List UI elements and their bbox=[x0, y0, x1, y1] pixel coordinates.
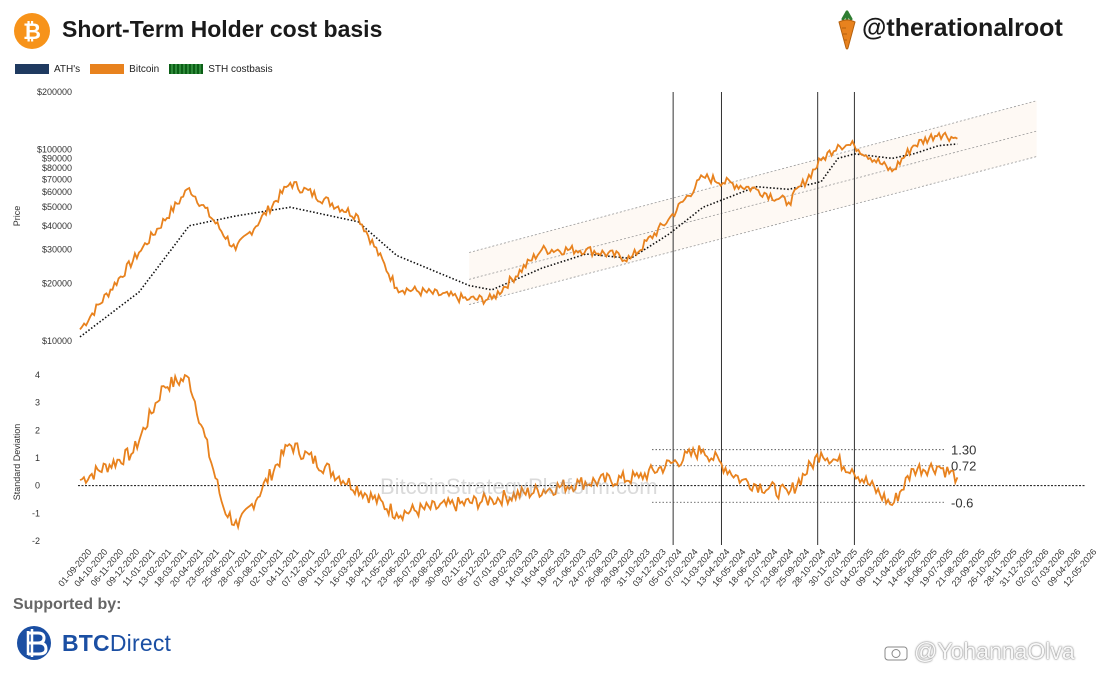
stddev-tick-label: -1 bbox=[32, 508, 40, 518]
stddev-tick-label: 0 bbox=[35, 481, 40, 491]
header: ₿ Short-Term Holder cost basis @theratio… bbox=[0, 0, 1100, 60]
stddev-line bbox=[79, 372, 959, 531]
stddev-tick-label: -2 bbox=[32, 536, 40, 546]
price-tick-label: $80000 bbox=[42, 163, 72, 173]
channel-line-upper bbox=[469, 100, 1037, 253]
credit-label: @YohannaOlva bbox=[914, 638, 1075, 664]
author-handle: @therationalroot bbox=[862, 14, 1063, 42]
stddev-tick-label: 4 bbox=[35, 370, 40, 380]
stddev-axis-label: Standard Deviation bbox=[12, 424, 22, 501]
credit: @YohannaOlva bbox=[884, 638, 1075, 665]
watermark: BitcoinStrategyPlatform.com bbox=[380, 474, 658, 499]
svg-text:₿: ₿ bbox=[23, 20, 41, 45]
legend-item-sth: STH costbasis bbox=[169, 63, 273, 75]
price-tick-label: $60000 bbox=[42, 187, 72, 197]
legend: ATH's Bitcoin STH costbasis bbox=[15, 62, 283, 76]
stddev-tick-label: 3 bbox=[35, 398, 40, 408]
channel-line-lower bbox=[469, 156, 1037, 305]
price-tick-label: $100000 bbox=[37, 145, 72, 155]
legend-label-sth: STH costbasis bbox=[208, 63, 273, 75]
stddev-tick-label: 1 bbox=[35, 453, 40, 463]
legend-swatch-sth bbox=[169, 64, 204, 74]
legend-swatch-bitcoin bbox=[90, 64, 125, 74]
channel-band bbox=[469, 100, 1037, 305]
price-tick-label: $10000 bbox=[42, 336, 72, 346]
reference-line-label: 0.72 bbox=[951, 459, 976, 474]
price-tick-label: $30000 bbox=[42, 245, 72, 255]
sponsor-name: BTCDirect bbox=[62, 629, 172, 656]
price-tick-label: $20000 bbox=[42, 278, 72, 288]
reference-line-label: -0.6 bbox=[951, 495, 973, 510]
legend-label-ath: ATH's bbox=[54, 63, 81, 75]
carrot-icon bbox=[834, 10, 860, 50]
reference-line-label: 1.30 bbox=[951, 443, 976, 458]
sth-costbasis-line bbox=[79, 143, 958, 338]
channel-line-middle bbox=[469, 130, 1037, 280]
legend-label-bitcoin: Bitcoin bbox=[129, 63, 160, 75]
stddev-tick-label: 2 bbox=[35, 425, 40, 435]
price-tick-label: $90000 bbox=[42, 153, 72, 163]
price-axis-label: Price bbox=[12, 206, 22, 227]
camera-icon bbox=[884, 646, 908, 660]
bitcoin-price-line bbox=[79, 131, 958, 330]
price-tick-label: $50000 bbox=[42, 202, 72, 212]
legend-swatch-ath bbox=[15, 64, 49, 74]
price-tick-label: $40000 bbox=[42, 221, 72, 231]
bitcoin-logo-icon: ₿ bbox=[14, 13, 50, 49]
supported-by-label: Supported by: bbox=[13, 596, 122, 613]
price-tick-label: $200000 bbox=[37, 87, 72, 97]
chart-svg: $10000 $20000 $30000 $40000 $50000 $60000 $700… bbox=[12, 87, 1099, 589]
chart-title: Short-Term Holder cost basis bbox=[62, 16, 383, 42]
legend-item-ath: ATH's bbox=[15, 64, 80, 75]
price-tick-label: $70000 bbox=[42, 174, 72, 184]
btcdirect-icon bbox=[17, 626, 51, 660]
sponsor-logo[interactable]: BTCDirect bbox=[16, 620, 171, 666]
legend-item-bitcoin: Bitcoin bbox=[90, 64, 159, 75]
